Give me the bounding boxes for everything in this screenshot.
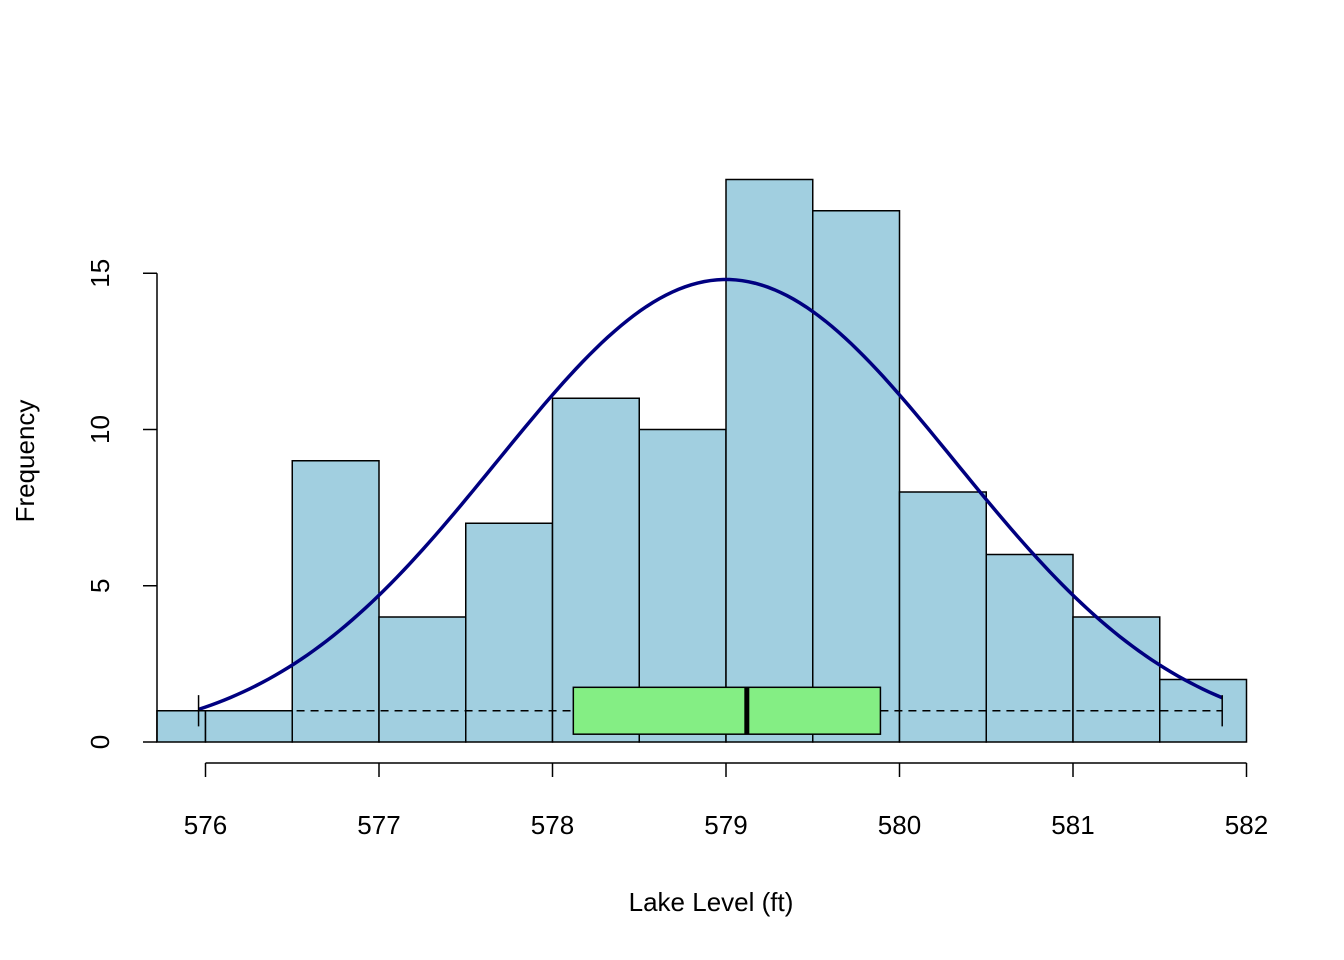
histogram-bar-2 [204,710,293,743]
x-tick-label-578: 578 [531,810,574,840]
y-axis-title: Frequency [10,400,40,523]
x-tick-label-576: 576 [184,810,227,840]
histogram-bar-8 [725,178,814,743]
histogram-bar-12 [1072,616,1161,743]
x-tick-label-582: 582 [1225,810,1268,840]
x-tick-label-581: 581 [1051,810,1094,840]
histogram-bar-9 [812,210,901,743]
histogram-bar-5 [465,522,554,743]
x-tick-label-580: 580 [878,810,921,840]
x-axis-title: Lake Level (ft) [629,887,794,917]
histogram-bar-4 [378,616,467,743]
x-tick-label-577: 577 [357,810,400,840]
y-axis: 0 5 10 15 [85,259,158,749]
histogram-bar-3 [291,460,380,743]
boxplot-box [572,686,882,735]
histogram-bar-6 [551,397,640,743]
normal-curve [198,277,1223,712]
normal-curve-layer [198,277,1223,712]
histogram-bars [156,178,1248,743]
y-tick-label-5: 5 [85,579,115,593]
boxplot [197,686,1223,735]
histogram-bar-10 [898,491,987,743]
histogram-bar-11 [985,553,1074,743]
x-tick-label-579: 579 [704,810,747,840]
x-axis: 576 577 578 579 580 581 582 [184,762,1268,840]
y-tick-label-10: 10 [85,415,115,444]
y-tick-label-15: 15 [85,259,115,288]
y-tick-label-0: 0 [85,735,115,749]
